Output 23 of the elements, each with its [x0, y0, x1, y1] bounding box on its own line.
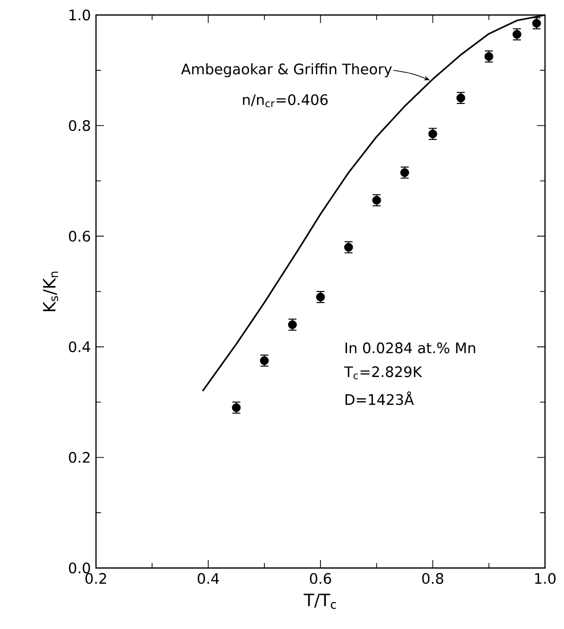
point	[484, 52, 494, 61]
annotation: D=1423Å	[346, 391, 414, 406]
x-tick-label: 1.0	[535, 573, 556, 584]
y-tick-label: 0.0	[68, 562, 90, 574]
x-tick-label: 0.6	[310, 573, 332, 584]
x-tick-label: 0.8	[422, 573, 444, 584]
point	[316, 292, 325, 302]
y-tick-label: 0.6	[68, 230, 90, 242]
point	[400, 168, 410, 177]
x-tick-label: 0.4	[198, 573, 219, 584]
y-tick-label: 0.2	[68, 452, 90, 463]
y-tick-label: 0.4	[68, 341, 90, 352]
x-tick-label: 0.2	[85, 573, 106, 584]
point	[456, 94, 466, 102]
annotation: T$_{c}$=2.829K	[344, 366, 422, 380]
y-tick-label: 1.0	[70, 10, 90, 20]
annotation: n/n$_{cr}$=0.406	[243, 94, 328, 108]
annotation: Ambegaokar & Griffin Theory	[181, 63, 392, 78]
y-tick-label: 0.8	[68, 120, 90, 132]
annotation: In 0.0284 at.% Mn	[346, 342, 476, 354]
y-axis-title: K$_{s}$/K$_{n}$	[43, 272, 58, 312]
x-axis-title: T/T$_{c}$	[304, 594, 336, 609]
point	[428, 130, 438, 138]
